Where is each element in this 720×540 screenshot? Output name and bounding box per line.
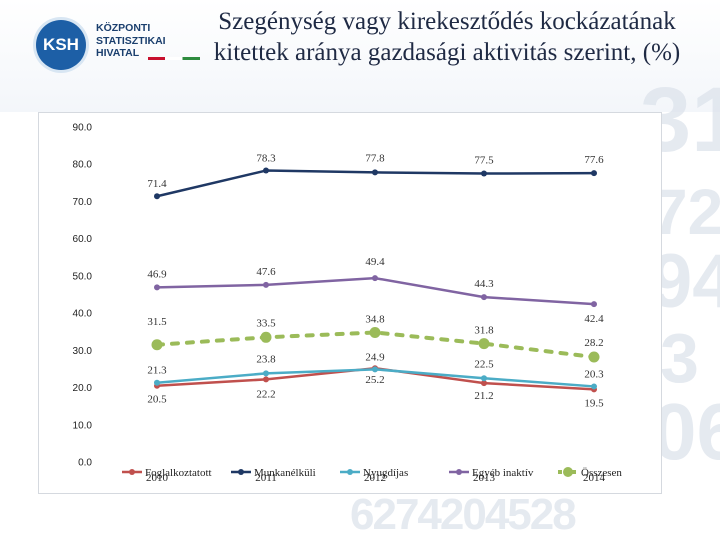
data-point: [478, 338, 490, 350]
legend-swatch-marker: [456, 469, 462, 475]
legend-swatch-marker: [347, 469, 353, 475]
legend-swatch-marker: [129, 469, 135, 475]
data-point: [263, 376, 269, 383]
ksh-logo-abbr: KSH: [43, 35, 79, 54]
data-label: 25.2: [365, 374, 384, 386]
data-point: [591, 301, 597, 308]
data-label: 42.4: [584, 313, 604, 325]
data-point: [481, 294, 487, 301]
data-point: [481, 380, 487, 387]
legend-label: Foglalkoztatott: [145, 467, 212, 479]
x-tick-label: 2014: [583, 472, 606, 484]
y-tick-label: 80.0: [73, 160, 93, 171]
series-line: [155, 330, 596, 360]
data-point: [263, 281, 269, 288]
data-label: 28.2: [584, 337, 603, 349]
y-tick-label: 20.0: [73, 383, 93, 394]
data-point: [154, 193, 160, 200]
y-tick-label: 70.0: [73, 197, 93, 208]
x-tick-label: 2010: [146, 472, 169, 484]
legend-swatch-marker: [238, 469, 244, 475]
y-tick-label: 50.0: [73, 271, 93, 282]
data-label: 22.2: [256, 388, 275, 400]
ksh-logo: KSH KÖZPONTI STATISZTIKAI HIVATAL: [36, 18, 200, 72]
legend-label: Összesen: [581, 467, 622, 479]
flag-stripe: [148, 57, 200, 60]
logo-line-3: HIVATAL: [96, 47, 140, 59]
data-point: [263, 370, 269, 377]
legend-label: Munkanélküli: [254, 467, 316, 479]
data-label: 49.4: [365, 256, 385, 268]
data-point: [591, 383, 597, 390]
data-label: 46.9: [147, 268, 167, 280]
y-tick-label: 40.0: [73, 309, 93, 320]
page-title: Szegénység vagy kirekesztődés kockázatán…: [182, 6, 712, 68]
logo-line-1: KÖZPONTI: [96, 22, 151, 34]
data-label: 21.3: [147, 365, 167, 377]
data-label: 47.6: [256, 266, 276, 278]
x-tick-label: 2012: [364, 472, 386, 484]
data-label: 44.3: [474, 278, 494, 290]
data-label: 31.8: [474, 325, 494, 337]
data-point: [591, 170, 597, 177]
title-line-1: Szegénység vagy kirekesztődés kockázatán…: [218, 8, 676, 35]
data-label: 20.5: [147, 394, 167, 406]
legend-swatch-marker: [563, 467, 573, 477]
y-tick-label: 0.0: [78, 458, 92, 469]
data-point: [372, 169, 378, 176]
data-label: 71.4: [147, 178, 167, 190]
ksh-logo-text: KÖZPONTI STATISZTIKAI HIVATAL: [96, 22, 166, 60]
data-label: 31.5: [147, 316, 167, 328]
data-label: 20.3: [584, 368, 604, 380]
data-point: [263, 167, 269, 174]
data-label: 78.3: [256, 153, 276, 165]
data-label: 22.5: [474, 358, 494, 370]
data-label: 24.9: [365, 351, 385, 363]
logo-line-2: STATISZTIKAI: [96, 34, 166, 47]
data-point: [369, 326, 381, 338]
data-label: 77.8: [365, 152, 385, 164]
data-label: 77.6: [584, 154, 604, 166]
data-point: [151, 339, 163, 351]
data-point: [481, 375, 487, 382]
data-label: 23.8: [256, 353, 276, 365]
y-tick-label: 60.0: [73, 234, 93, 245]
y-tick-label: 30.0: [73, 346, 93, 357]
x-tick-label: 2013: [473, 472, 496, 484]
data-label: 33.5: [256, 317, 276, 329]
data-point: [154, 284, 160, 291]
ksh-logo-badge: KSH: [36, 20, 86, 70]
data-point: [372, 366, 378, 373]
data-point: [588, 351, 600, 363]
legend-label: Egyéb inaktív: [472, 467, 534, 479]
legend-label: Nyugdíjas: [363, 467, 408, 479]
data-point: [260, 331, 272, 343]
data-point: [154, 379, 160, 386]
x-tick-label: 2011: [255, 472, 277, 484]
data-label: 77.5: [474, 155, 494, 167]
data-point: [372, 275, 378, 282]
data-label: 21.2: [474, 390, 493, 402]
title-line-2: kitettek aránya gazdasági aktivitás szer…: [213, 39, 681, 66]
y-tick-label: 90.0: [73, 123, 93, 134]
y-tick-label: 10.0: [73, 420, 93, 431]
data-label: 19.5: [584, 397, 604, 409]
data-point: [481, 170, 487, 177]
header: KSH KÖZPONTI STATISZTIKAI HIVATAL Szegén…: [0, 0, 720, 112]
data-label: 34.8: [365, 313, 385, 325]
series-line: [155, 276, 596, 306]
